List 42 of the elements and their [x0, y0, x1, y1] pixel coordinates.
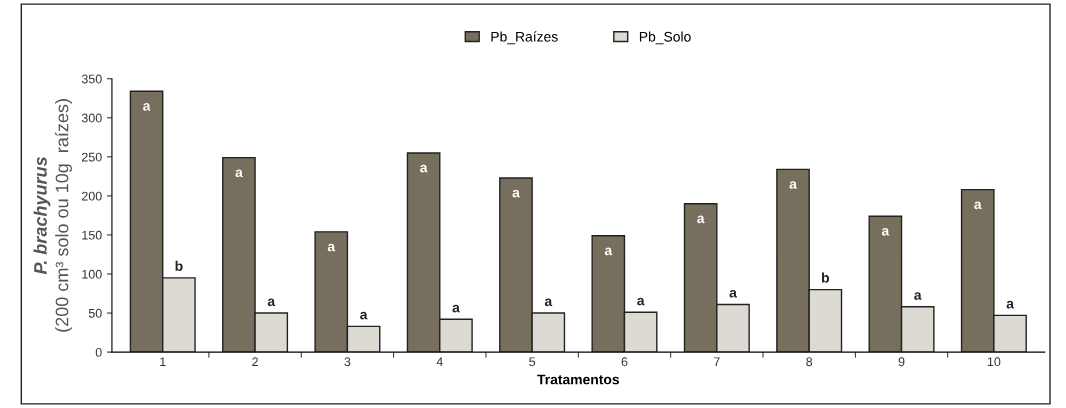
data-label: a	[512, 189, 520, 198]
x-tick-label: 7	[714, 357, 720, 367]
data-label: a	[729, 289, 737, 298]
data-label: a	[914, 292, 922, 300]
data-label: a	[974, 201, 982, 210]
y-tick-label: 250	[81, 152, 102, 162]
x-tick-label: 6	[621, 357, 628, 367]
data-label: a	[235, 169, 243, 178]
x-tick-label: 10	[987, 357, 1001, 367]
data-label: a	[637, 297, 645, 306]
y-tick-label: 0	[95, 347, 102, 357]
data-label: a	[544, 298, 553, 307]
y-tick-label: 50	[88, 308, 102, 318]
y-tick-label: 300	[81, 113, 102, 123]
y-axis-title: P. brachyurus (200 cm³ solo ou 10g raízes)	[33, 99, 72, 332]
x-axis-title: Tratamentos	[537, 374, 620, 385]
x-tick-label: 3	[344, 357, 351, 367]
data-label: b	[822, 272, 830, 283]
x-tick-label: 2	[252, 357, 258, 367]
data-label: a	[789, 181, 797, 189]
x-tick-label: 9	[898, 357, 905, 367]
x-tick-label: 8	[806, 357, 813, 367]
x-tick-label: 4	[436, 357, 443, 367]
data-label: a	[267, 298, 276, 307]
y-tick-label: 200	[81, 191, 102, 201]
data-label: b	[175, 260, 183, 271]
y-tick-label: 150	[82, 230, 102, 240]
data-label: a	[604, 247, 613, 256]
data-label: a	[420, 164, 428, 173]
data-label: a	[881, 228, 890, 236]
x-tick-label: 1	[160, 357, 166, 367]
data-label: a	[452, 304, 460, 313]
y-tick-label: 100	[82, 269, 102, 279]
legend-label: Pb_Solo	[639, 31, 691, 45]
data-label: a	[1006, 300, 1014, 309]
x-tick-label: 5	[529, 357, 536, 367]
data-label: a	[327, 243, 336, 252]
data-label: a	[360, 311, 368, 320]
data-label: a	[697, 215, 705, 224]
data-label: a	[143, 103, 151, 111]
y-tick-label: 350	[81, 74, 102, 84]
legend-label: Pb_Raízes	[491, 31, 558, 45]
